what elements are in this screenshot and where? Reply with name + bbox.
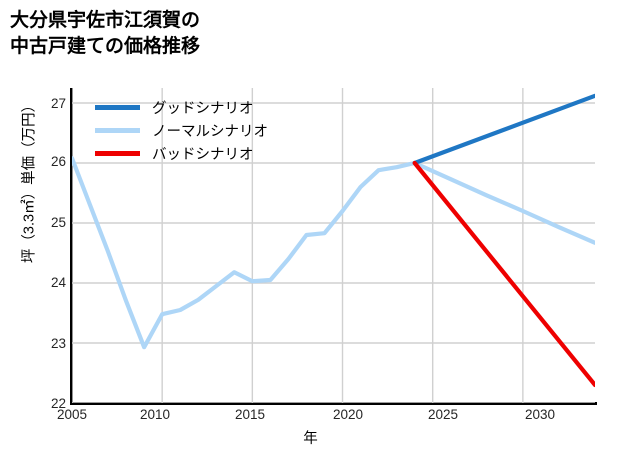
legend-swatch-bad xyxy=(95,151,140,156)
x-tick-2030: 2030 xyxy=(524,407,556,422)
series-line-ノーマルシナリオ xyxy=(72,156,595,350)
legend-label-bad: バッドシナリオ xyxy=(152,147,254,163)
y-tick-26: 26 xyxy=(50,154,66,169)
legend-label-good: グッドシナリオ xyxy=(152,101,254,117)
page-title: 大分県宇佐市江須賀の 中古戸建ての価格推移 xyxy=(10,10,201,57)
legend-swatch-good xyxy=(95,105,140,110)
legend-item-bad[interactable]: バッドシナリオ xyxy=(95,142,325,165)
series-line-バッドシナリオ xyxy=(412,160,595,388)
y-axis-label: 坪（3.3㎡）単価（万円） xyxy=(21,97,38,264)
y-tick-24: 24 xyxy=(50,275,66,290)
y-tick-25: 25 xyxy=(50,215,66,230)
legend-label-normal: ノーマルシナリオ xyxy=(152,124,268,140)
series-lines xyxy=(72,93,595,388)
x-tick-2020: 2020 xyxy=(332,407,364,422)
legend-swatch-normal xyxy=(95,128,140,133)
plot-area xyxy=(72,88,595,403)
y-tick-22: 22 xyxy=(50,396,66,411)
y-axis-spine xyxy=(70,88,73,405)
x-tick-2005: 2005 xyxy=(56,407,88,422)
chart-legend: グッドシナリオ ノーマルシナリオ バッドシナリオ xyxy=(95,96,325,165)
x-axis-label: 年 xyxy=(303,431,318,447)
x-axis-spine xyxy=(70,402,597,405)
x-tick-2010: 2010 xyxy=(139,407,171,422)
chart-canvas xyxy=(72,88,595,403)
x-tick-2015: 2015 xyxy=(234,407,266,422)
y-axis-ticks: 27 26 25 24 23 22 xyxy=(20,0,66,465)
legend-item-normal[interactable]: ノーマルシナリオ xyxy=(95,119,325,142)
y-tick-23: 23 xyxy=(50,336,66,351)
x-tick-2025: 2025 xyxy=(427,407,459,422)
legend-item-good[interactable]: グッドシナリオ xyxy=(95,96,325,119)
series-line-グッドシナリオ xyxy=(412,93,595,166)
y-tick-27: 27 xyxy=(50,96,66,111)
